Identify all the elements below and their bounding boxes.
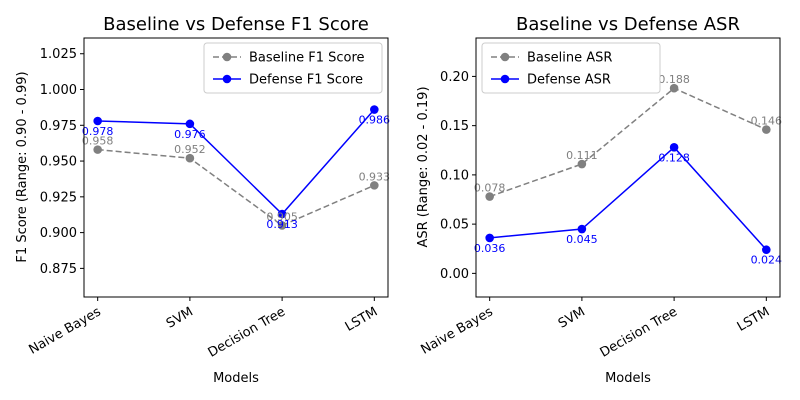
data-label: 0.913 <box>266 218 298 231</box>
data-label: 0.986 <box>359 114 391 127</box>
data-point <box>370 105 379 114</box>
y-tick-label: 0.925 <box>40 190 77 205</box>
data-label: 0.128 <box>658 151 690 164</box>
data-point <box>185 153 195 163</box>
chart-title: Baseline vs Defense ASR <box>516 14 740 35</box>
legend-box <box>481 42 661 94</box>
y-ticks: 0.00 0.05 0.10 0.15 0.20 <box>440 70 476 282</box>
y-tick-label: 0.00 <box>440 267 469 282</box>
y-tick-label: 1.000 <box>40 83 77 98</box>
y-axis-label: ASR (Range: 0.02 - 0.19) <box>416 86 431 247</box>
data-label: 0.146 <box>751 115 783 128</box>
y-tick-label: 0.05 <box>440 218 469 233</box>
legend: Baseline ASR Defense ASR <box>481 42 661 94</box>
data-label: 0.905 <box>266 210 298 223</box>
legend-marker <box>500 52 510 62</box>
data-point <box>577 159 587 169</box>
series-layer <box>93 105 379 230</box>
data-point <box>277 221 287 230</box>
data-point <box>93 116 102 126</box>
legend-marker <box>222 52 232 62</box>
y-tick-label: 0.975 <box>40 119 77 134</box>
data-label: 0.933 <box>359 170 391 183</box>
data-labels: 0.958 0.952 0.905 0.933 0.978 0.976 0.913 0.986 <box>82 114 390 231</box>
y-tick-label: 1.025 <box>40 47 77 62</box>
legend-marker <box>500 74 510 84</box>
data-point <box>762 245 771 255</box>
data-point <box>762 125 771 134</box>
data-labels: 0.078 0.111 0.188 0.146 0.036 0.045 0.128 0.024 <box>474 73 782 267</box>
chart-title: Baseline vs Defense F1 Score <box>103 14 369 35</box>
data-point <box>577 224 587 234</box>
series-line <box>489 146 767 251</box>
series-line <box>97 109 375 216</box>
y-tick-label: 0.20 <box>440 70 469 85</box>
y-tick-label: 0.10 <box>440 168 469 183</box>
y-tick-label: 0.875 <box>40 262 77 277</box>
legend-box <box>203 42 383 94</box>
y-tick-label: 0.15 <box>440 119 469 134</box>
data-label: 0.952 <box>174 143 206 156</box>
data-label: 0.111 <box>566 149 598 162</box>
data-label: 0.045 <box>566 233 598 246</box>
data-point <box>370 181 379 190</box>
legend-entry: Defense ASR <box>527 73 611 88</box>
data-label: 0.036 <box>474 242 506 255</box>
data-point <box>485 233 494 243</box>
data-label: 0.978 <box>82 125 114 138</box>
plot-frame <box>475 37 781 298</box>
data-label: 0.078 <box>474 182 506 195</box>
series-line <box>97 148 375 227</box>
data-label: 0.976 <box>174 128 206 141</box>
data-point <box>669 143 679 152</box>
series-layer <box>485 83 771 255</box>
data-label: 0.188 <box>658 73 690 86</box>
x-axis-label: Models <box>213 371 259 386</box>
y-ticks: 0.875 0.900 0.925 0.950 0.975 1.000 1.025 <box>40 47 84 277</box>
legend-entry: Baseline ASR <box>527 51 612 66</box>
series-line <box>489 87 767 198</box>
x-axis-label: Models <box>605 371 651 386</box>
legend-marker <box>222 74 232 84</box>
legend-entry: Defense F1 Score <box>249 73 363 88</box>
legend: Baseline F1 Score Defense F1 Score <box>203 42 383 94</box>
data-point <box>93 145 102 154</box>
plot-frame <box>83 37 389 298</box>
data-point <box>185 119 195 129</box>
data-point <box>277 209 287 219</box>
data-label: 0.024 <box>751 254 783 267</box>
data-point <box>669 83 679 93</box>
data-label: 0.958 <box>82 135 114 148</box>
y-axis-label: F1 Score (Range: 0.90 - 0.99) <box>15 71 30 262</box>
legend-entry: Baseline F1 Score <box>249 51 365 66</box>
y-tick-label: 0.900 <box>40 226 77 241</box>
data-point <box>485 192 494 201</box>
y-tick-label: 0.950 <box>40 155 77 170</box>
